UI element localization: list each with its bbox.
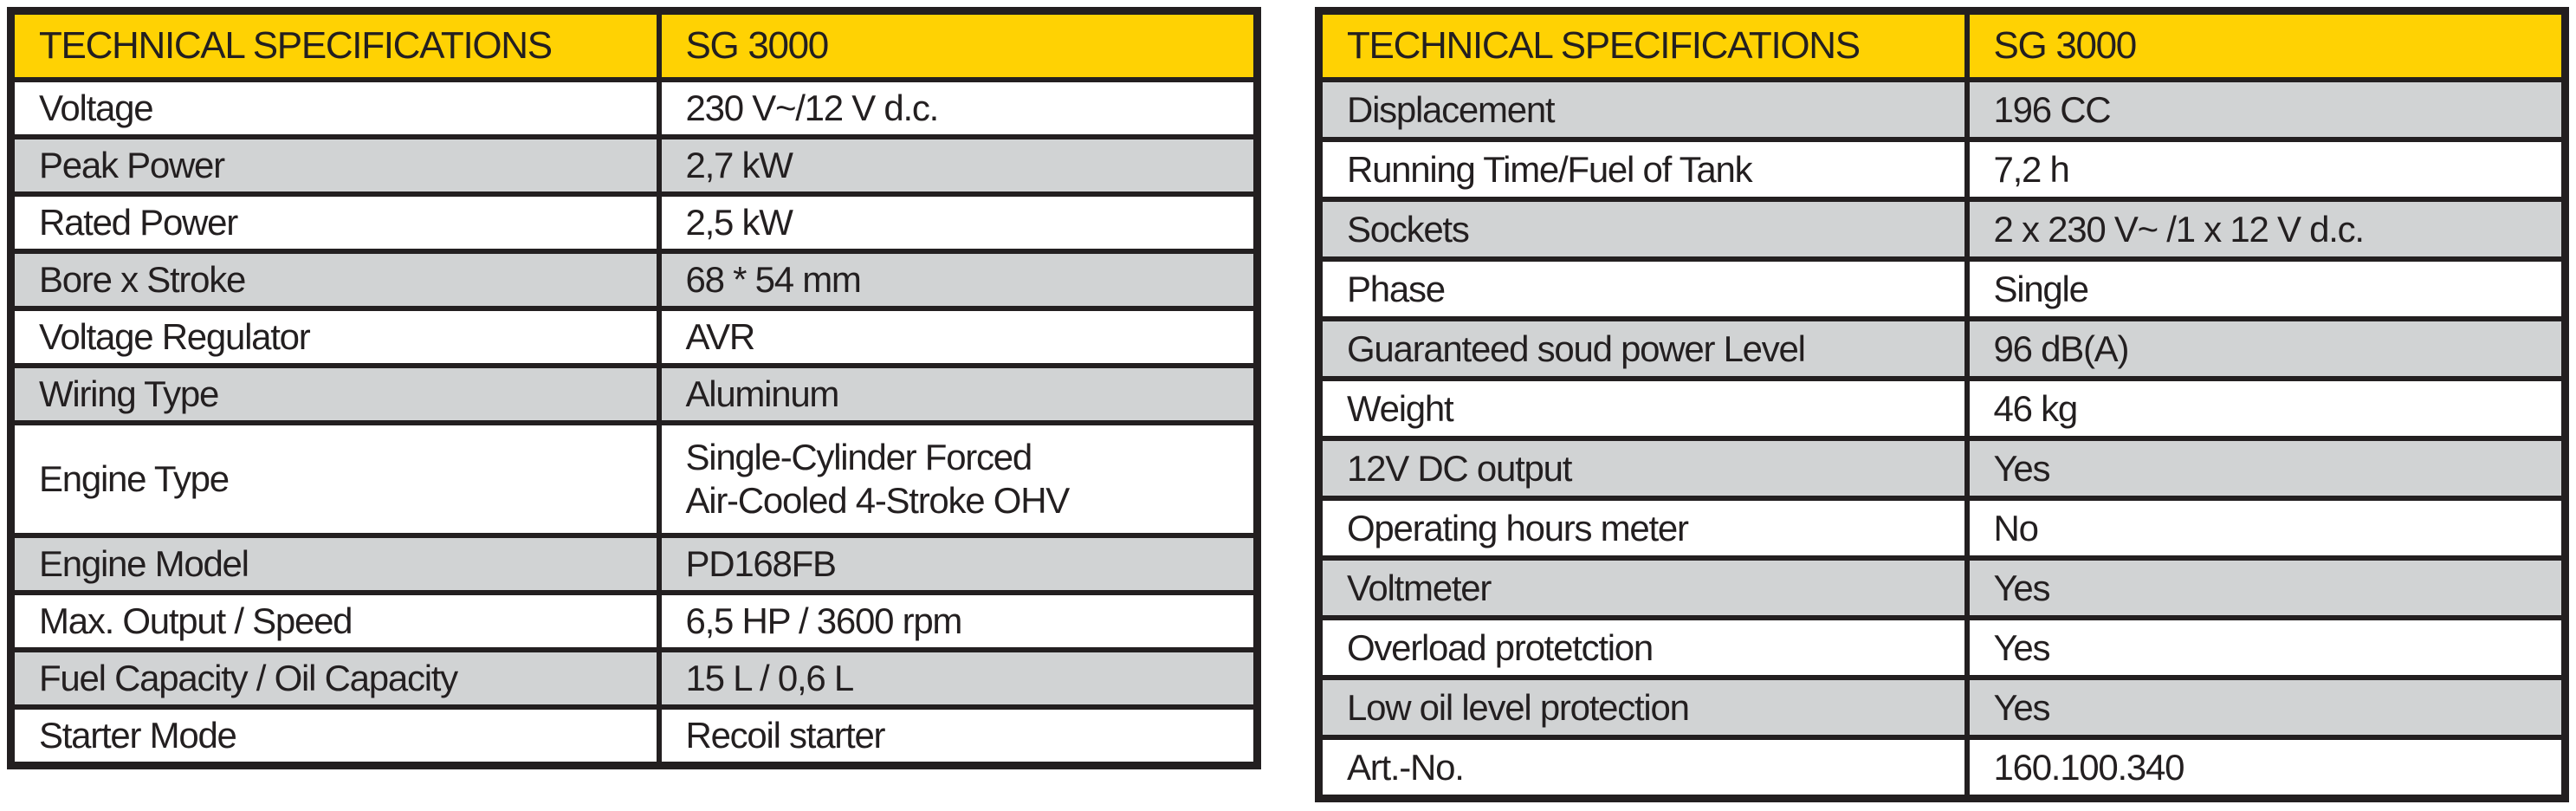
spec-value-cell: AVR <box>656 306 1260 368</box>
spec-value-cell: No <box>1964 496 2568 561</box>
spec-value-cell: Single-Cylinder Forced Air-Cooled 4-Stro… <box>656 420 1260 538</box>
left-header-row: TECHNICAL SPECIFICATIONS SG 3000 <box>8 8 1260 82</box>
spec-label-cell: Operating hours meter <box>1316 496 1970 561</box>
spec-label-cell: Voltage <box>8 77 662 139</box>
spec-label-cell: Rated Power <box>8 191 662 254</box>
spec-label-cell: Engine Model <box>8 533 662 595</box>
spec-label-cell: Engine Type <box>8 420 662 538</box>
table-row: Operating hours meter No <box>1316 496 2568 561</box>
right-header-model: SG 3000 <box>1964 8 2568 82</box>
right-header-row: TECHNICAL SPECIFICATIONS SG 3000 <box>1316 8 2568 82</box>
left-header-model: SG 3000 <box>656 8 1260 82</box>
spec-label-cell: Peak Power <box>8 134 662 197</box>
table-row: Guaranteed soud power Level 96 dB(A) <box>1316 316 2568 381</box>
spec-label-cell: Fuel Capacity / Oil Capacity <box>8 647 662 710</box>
spec-label-cell: Bore x Stroke <box>8 249 662 311</box>
table-row: Max. Output / Speed 6,5 HP / 3600 rpm <box>8 590 1260 652</box>
spec-label-cell: Running Time/Fuel of Tank <box>1316 137 1970 202</box>
left-spec-table: TECHNICAL SPECIFICATIONS SG 3000 Voltage… <box>7 7 1261 769</box>
left-header-title: TECHNICAL SPECIFICATIONS <box>8 8 662 82</box>
spec-value-cell: Single <box>1964 256 2568 321</box>
table-row: Engine Type Single-Cylinder Forced Air-C… <box>8 420 1260 538</box>
table-row: Rated Power 2,5 kW <box>8 191 1260 254</box>
table-row: Running Time/Fuel of Tank 7,2 h <box>1316 137 2568 202</box>
table-row: Voltmeter Yes <box>1316 555 2568 620</box>
spec-value-cell: Yes <box>1964 555 2568 620</box>
table-row: Fuel Capacity / Oil Capacity 15 L / 0,6 … <box>8 647 1260 710</box>
table-row: Voltage 230 V~/12 V d.c. <box>8 77 1260 139</box>
spec-value-cell: 46 kg <box>1964 376 2568 441</box>
spec-value-cell: 96 dB(A) <box>1964 316 2568 381</box>
spec-value-cell: 6,5 HP / 3600 rpm <box>656 590 1260 652</box>
spec-label-cell: Guaranteed soud power Level <box>1316 316 1970 381</box>
spec-value-cell: Recoil starter <box>656 704 1260 769</box>
right-spec-table: TECHNICAL SPECIFICATIONS SG 3000 Displac… <box>1315 7 2569 802</box>
table-row: Sockets 2 x 230 V~ /1 x 12 V d.c. <box>1316 197 2568 262</box>
table-row: Wiring Type Aluminum <box>8 363 1260 425</box>
table-row: Low oil level protection Yes <box>1316 675 2568 740</box>
spec-value-cell: 2,5 kW <box>656 191 1260 254</box>
spec-value-cell: 15 L / 0,6 L <box>656 647 1260 710</box>
spec-label-cell: Max. Output / Speed <box>8 590 662 652</box>
spec-label-cell: Low oil level protection <box>1316 675 1970 740</box>
right-header-title: TECHNICAL SPECIFICATIONS <box>1316 8 1970 82</box>
spec-label-cell: Wiring Type <box>8 363 662 425</box>
table-row: Bore x Stroke 68 * 54 mm <box>8 249 1260 311</box>
spec-value-cell: 230 V~/12 V d.c. <box>656 77 1260 139</box>
spec-value-cell: Yes <box>1964 675 2568 740</box>
table-row: Engine Model PD168FB <box>8 533 1260 595</box>
table-row: Phase Single <box>1316 256 2568 321</box>
table-row: Art.-No. 160.100.340 <box>1316 735 2568 801</box>
spec-label-cell: Weight <box>1316 376 1970 441</box>
spec-label-cell: Phase <box>1316 256 1970 321</box>
spec-value-cell: Yes <box>1964 436 2568 501</box>
table-row: Peak Power 2,7 kW <box>8 134 1260 197</box>
spec-label-cell: Overload protetction <box>1316 615 1970 680</box>
spec-value-cell: 7,2 h <box>1964 137 2568 202</box>
spec-label-cell: Sockets <box>1316 197 1970 262</box>
spec-value-cell: Yes <box>1964 615 2568 680</box>
table-row: Displacement 196 CC <box>1316 77 2568 142</box>
spec-label-cell: Starter Mode <box>8 704 662 769</box>
table-row: 12V DC output Yes <box>1316 436 2568 501</box>
spec-label-cell: Voltage Regulator <box>8 306 662 368</box>
spec-value-cell: PD168FB <box>656 533 1260 595</box>
spec-value-cell: 196 CC <box>1964 77 2568 142</box>
table-row: Voltage Regulator AVR <box>8 306 1260 368</box>
table-row: Starter Mode Recoil starter <box>8 704 1260 769</box>
spec-label-cell: 12V DC output <box>1316 436 1970 501</box>
spec-label-cell: Displacement <box>1316 77 1970 142</box>
spec-label-cell: Voltmeter <box>1316 555 1970 620</box>
table-row: Weight 46 kg <box>1316 376 2568 441</box>
spec-value-cell: 2,7 kW <box>656 134 1260 197</box>
spec-value-cell: 68 * 54 mm <box>656 249 1260 311</box>
spec-value-cell: Aluminum <box>656 363 1260 425</box>
spec-label-cell: Art.-No. <box>1316 735 1970 801</box>
table-row: Overload protetction Yes <box>1316 615 2568 680</box>
spec-value-cell: 2 x 230 V~ /1 x 12 V d.c. <box>1964 197 2568 262</box>
spec-value-cell: 160.100.340 <box>1964 735 2568 801</box>
